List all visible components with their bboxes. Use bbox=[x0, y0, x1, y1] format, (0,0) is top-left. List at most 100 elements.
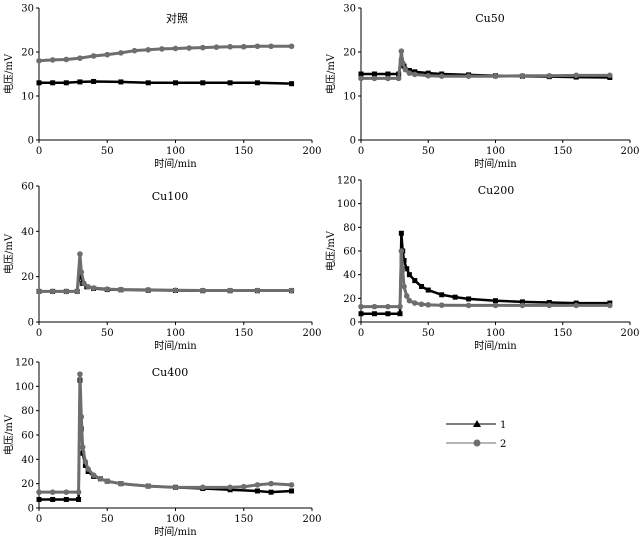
series-2-point bbox=[118, 50, 124, 56]
series-1-point bbox=[289, 488, 295, 494]
panel-title: Cu100 bbox=[152, 190, 189, 203]
y-tick-label: 60 bbox=[21, 182, 34, 193]
panel-2: 0 50 100 150 200 0 10 20 30 Cu50 时间/min 电压/mV bbox=[324, 4, 640, 171]
series-2-point bbox=[406, 297, 413, 304]
series-2-point bbox=[36, 58, 42, 64]
series-1-point bbox=[118, 79, 124, 85]
series-2-point bbox=[227, 43, 233, 50]
series-1-point bbox=[385, 71, 391, 77]
series-1-point bbox=[76, 496, 82, 502]
series-1-point bbox=[452, 294, 458, 300]
x-tick-label: 200 bbox=[302, 146, 321, 157]
x-tick-label: 50 bbox=[101, 146, 114, 157]
series-2-point bbox=[63, 288, 70, 295]
series-2-point bbox=[358, 75, 364, 82]
y-tick-label: 0 bbox=[350, 136, 356, 147]
series-2-point bbox=[227, 287, 233, 294]
x-axis-label: 时间/min bbox=[474, 339, 517, 352]
series-1-line bbox=[361, 232, 610, 315]
series-2-line bbox=[39, 372, 292, 494]
series-2-point bbox=[200, 484, 206, 491]
y-tick-label: 60 bbox=[21, 431, 34, 442]
series-2-point bbox=[412, 300, 418, 306]
y-tick-label: 0 bbox=[28, 318, 34, 329]
series-2-point bbox=[398, 248, 405, 254]
series-2-point bbox=[519, 72, 526, 79]
series-2-point bbox=[200, 287, 206, 294]
series-2-point bbox=[131, 47, 138, 54]
series-2-point bbox=[118, 480, 124, 487]
panel-title: Cu200 bbox=[478, 184, 515, 197]
x-axis-label: 时间/min bbox=[154, 339, 197, 352]
series-1-point bbox=[404, 266, 410, 272]
series-2-point bbox=[78, 413, 85, 420]
series-1-point bbox=[63, 80, 69, 86]
series-1-point bbox=[91, 78, 97, 84]
series-1-point bbox=[50, 496, 56, 502]
x-tick-label: 0 bbox=[358, 146, 364, 157]
series-2-point bbox=[607, 302, 613, 309]
series-2-point bbox=[399, 267, 406, 273]
series-2-point bbox=[398, 48, 405, 54]
series-1-point bbox=[254, 80, 260, 86]
y-tick-label: 40 bbox=[21, 455, 34, 466]
y-axis-label: 电压/mV bbox=[2, 53, 15, 94]
series-1-point bbox=[173, 80, 178, 86]
x-tick-label: 200 bbox=[620, 146, 639, 157]
x-tick-label: 150 bbox=[553, 328, 572, 339]
series-2-point bbox=[78, 269, 85, 275]
x-tick-label: 100 bbox=[486, 328, 505, 339]
series-1-point bbox=[358, 71, 364, 77]
series-2-point bbox=[254, 482, 261, 488]
series-2-point bbox=[85, 466, 91, 472]
series-2-point bbox=[63, 56, 70, 63]
series-2-point bbox=[75, 489, 82, 495]
x-tick-label: 50 bbox=[422, 146, 435, 157]
series-2-point bbox=[77, 55, 83, 61]
y-tick-label: 30 bbox=[343, 4, 356, 15]
y-tick-label: 100 bbox=[337, 199, 356, 210]
y-tick-label: 10 bbox=[21, 92, 34, 103]
series-1-point bbox=[77, 79, 83, 85]
series-1-point bbox=[398, 230, 404, 236]
series-2-point bbox=[573, 302, 579, 309]
series-2-point bbox=[401, 283, 407, 290]
series-2-line bbox=[38, 44, 292, 63]
series-2-point bbox=[81, 280, 87, 287]
series-2-point bbox=[118, 286, 124, 293]
y-tick-label: 20 bbox=[343, 48, 356, 59]
series-2-point bbox=[399, 60, 406, 66]
series-2-point bbox=[492, 302, 499, 309]
series-1-point bbox=[425, 287, 431, 293]
x-tick-label: 100 bbox=[166, 328, 185, 339]
series-1-point bbox=[419, 284, 425, 289]
series-2-point bbox=[397, 303, 403, 310]
series-1-point bbox=[200, 80, 206, 86]
y-tick-label: 60 bbox=[343, 247, 356, 258]
series-2-point bbox=[546, 72, 553, 79]
series-2-point bbox=[546, 302, 553, 309]
series-1-point bbox=[493, 298, 498, 304]
series-2-point bbox=[465, 302, 472, 309]
series-2-point bbox=[200, 44, 206, 51]
x-tick-label: 150 bbox=[234, 328, 253, 339]
series-2-point bbox=[104, 51, 111, 58]
series-2-point bbox=[358, 303, 364, 310]
series-2-point bbox=[79, 444, 86, 450]
series-2-point bbox=[268, 43, 274, 50]
x-tick-label: 0 bbox=[358, 328, 364, 339]
panel-4: 0 50 100 150 200 0 20 40 60 80 100 120 Cu200 时间/min 电压… bbox=[324, 176, 640, 353]
series-2-point bbox=[172, 45, 179, 52]
x-axis-label: 时间/min bbox=[154, 525, 197, 536]
x-tick-label: 200 bbox=[302, 328, 321, 339]
series-2-point bbox=[385, 75, 391, 82]
series-1-point bbox=[519, 299, 525, 305]
series-1-point bbox=[227, 80, 233, 86]
series-2-point bbox=[425, 72, 432, 79]
series-2-point bbox=[254, 43, 261, 50]
series-1-point bbox=[439, 292, 445, 298]
y-tick-label: 0 bbox=[28, 136, 34, 147]
x-tick-label: 0 bbox=[36, 146, 42, 157]
